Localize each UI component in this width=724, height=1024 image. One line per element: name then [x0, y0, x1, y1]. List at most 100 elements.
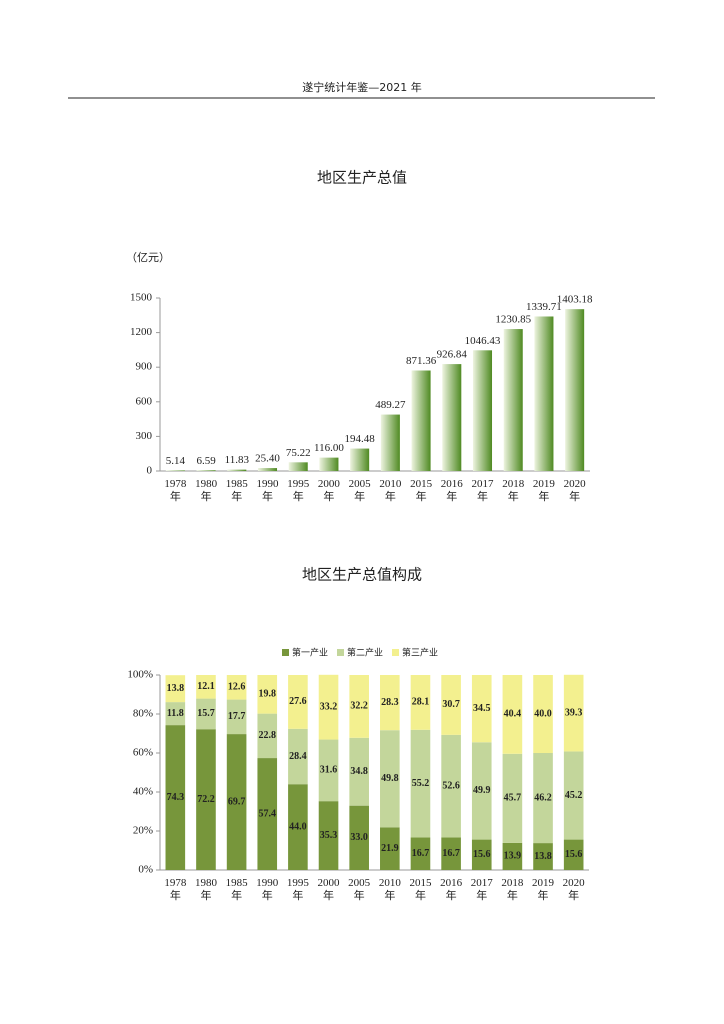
x-tick-label: 2016 年	[440, 877, 463, 902]
x-tick-label: 1985 年	[226, 877, 249, 902]
data-label: 16.7	[442, 848, 460, 859]
y-tick-label: 900	[136, 361, 153, 373]
x-tick-label: 2017 年	[472, 478, 495, 503]
bar-segment	[410, 837, 431, 870]
data-label: 28.1	[412, 697, 430, 708]
x-tick-label: 2018 年	[501, 877, 524, 902]
bar-segment	[257, 713, 278, 759]
legend-label: 第一产业	[292, 647, 328, 659]
data-label: 12.1	[197, 681, 215, 692]
bar-segment	[196, 729, 216, 870]
bar-segment	[533, 675, 553, 753]
data-label: 13.8	[167, 683, 185, 694]
data-label: 871.36	[406, 355, 437, 367]
bar-segment	[502, 675, 523, 754]
data-label: 32.2	[350, 701, 368, 712]
bar-segment	[502, 842, 523, 870]
data-label: 1403.18	[557, 294, 593, 306]
x-tick-label: 1995 年	[287, 478, 310, 503]
x-tick-label: 2005 年	[349, 478, 372, 503]
y-tick-label: 100%	[127, 669, 153, 681]
data-label: 40.4	[504, 709, 522, 720]
data-label: 46.2	[534, 792, 552, 803]
data-label: 33.2	[320, 701, 338, 712]
y-tick-label: 300	[136, 430, 153, 442]
bar-segment	[380, 827, 400, 870]
bar-segment	[349, 737, 369, 806]
x-tick-label: 1990 年	[257, 478, 280, 503]
bar-segment	[257, 675, 278, 714]
data-label: 34.5	[473, 703, 491, 714]
chart-title: 地区生产总值	[317, 169, 407, 187]
data-label: 40.0	[534, 708, 552, 719]
bar-segment	[165, 725, 186, 870]
data-label: 1046.43	[465, 335, 501, 347]
bar	[319, 457, 339, 471]
x-tick-label: 2015 年	[409, 877, 432, 902]
bar-segment	[257, 758, 278, 870]
x-tick-label: 2020 年	[564, 478, 587, 503]
data-label: 49.9	[473, 785, 491, 796]
bar	[472, 350, 493, 471]
data-label: 116.00	[314, 442, 344, 454]
x-tick-label: 1978 年	[164, 478, 187, 503]
data-label: 13.8	[534, 851, 552, 862]
y-tick-label: 1500	[130, 292, 153, 304]
x-tick-label: 1980 年	[195, 877, 218, 902]
x-tick-label: 2005 年	[348, 877, 371, 902]
data-label: 19.8	[259, 689, 277, 700]
x-tick-label: 1978 年	[164, 877, 187, 902]
bar-segment	[441, 734, 461, 838]
bar-segment	[410, 729, 431, 838]
page-header: 遂宁统计年鉴—2021 年	[302, 80, 422, 94]
bar-segment	[380, 675, 400, 731]
data-label: 49.8	[381, 773, 399, 784]
data-label: 15.6	[473, 849, 491, 860]
bar-segment	[196, 698, 216, 730]
data-label: 45.2	[565, 790, 583, 801]
data-label: 27.6	[289, 696, 307, 707]
bar	[534, 316, 554, 471]
bar-segment	[533, 843, 553, 870]
x-tick-label: 2020 年	[563, 877, 586, 902]
y-tick-label: 40%	[133, 786, 153, 798]
x-tick-label: 1995 年	[287, 877, 310, 902]
data-label: 39.3	[565, 707, 583, 718]
bar-segment	[380, 730, 400, 828]
x-tick-label: 2000 年	[318, 478, 341, 503]
bar-segment	[196, 675, 216, 699]
legend-label: 第二产业	[347, 647, 383, 659]
bar-segment	[563, 839, 584, 870]
y-tick-label: 80%	[133, 708, 153, 720]
data-label: 28.3	[381, 697, 399, 708]
bar	[411, 370, 431, 471]
x-tick-label: 2000 年	[318, 877, 341, 902]
bar-segment	[349, 675, 369, 738]
bar-segment	[471, 675, 492, 743]
x-tick-label: 1980 年	[195, 478, 218, 503]
data-label: 69.7	[228, 796, 246, 807]
y-tick-label: 1200	[130, 326, 153, 338]
data-label: 33.0	[350, 832, 368, 843]
data-label: 75.22	[286, 447, 311, 459]
data-label: 6.59	[196, 455, 216, 467]
bar-segment	[410, 675, 431, 730]
bar-segment	[165, 702, 186, 726]
x-tick-label: 2019 年	[533, 478, 556, 503]
data-label: 30.7	[442, 699, 460, 710]
bar-segment	[226, 734, 247, 870]
data-label: 28.4	[289, 751, 307, 762]
bar	[165, 470, 185, 471]
data-label: 17.7	[228, 711, 246, 722]
legend-label: 第三产业	[402, 647, 438, 659]
bar	[257, 468, 278, 471]
x-tick-label: 2010 年	[379, 877, 402, 902]
bar	[442, 364, 462, 471]
data-label: 15.6	[565, 849, 583, 860]
bar-segment	[441, 837, 461, 870]
x-tick-label: 1985 年	[226, 478, 249, 503]
data-label: 74.3	[167, 792, 185, 803]
data-label: 5.14	[166, 455, 186, 467]
legend-swatch	[282, 649, 289, 656]
